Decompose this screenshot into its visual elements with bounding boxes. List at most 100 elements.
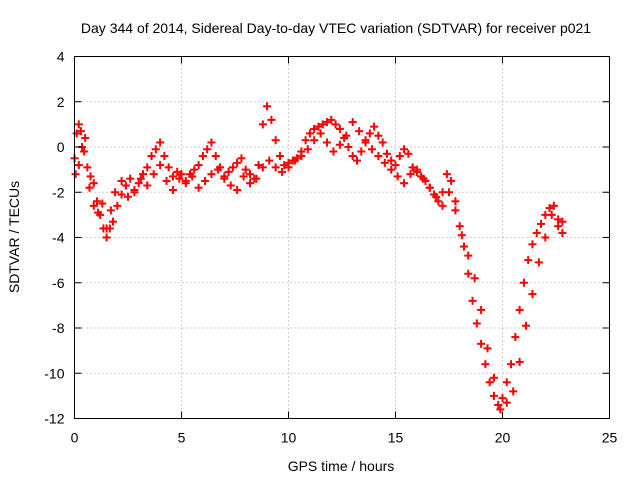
- data-point: [528, 240, 537, 249]
- data-point: [224, 167, 233, 176]
- data-point: [545, 204, 554, 213]
- data-point: [275, 152, 284, 161]
- data-point: [329, 147, 338, 156]
- data-point: [344, 143, 353, 151]
- data-point: [168, 172, 177, 181]
- data-point: [464, 269, 473, 278]
- data-point: [400, 145, 409, 154]
- data-point: [181, 179, 190, 188]
- data-point: [111, 188, 120, 197]
- data-point: [447, 176, 456, 185]
- data-point: [265, 156, 274, 165]
- data-point: [72, 129, 81, 138]
- data-point: [74, 120, 83, 129]
- data-point: [233, 158, 242, 167]
- data-point: [126, 174, 135, 183]
- data-point: [310, 136, 319, 145]
- data-point: [151, 145, 160, 154]
- data-point: [507, 360, 516, 369]
- data-point: [404, 149, 413, 158]
- data-point: [173, 167, 182, 176]
- data-point: [470, 274, 479, 283]
- data-point: [252, 174, 261, 183]
- data-point: [485, 378, 494, 387]
- data-point: [83, 163, 92, 172]
- data-point: [143, 181, 152, 190]
- data-point: [323, 118, 332, 127]
- data-point: [89, 179, 98, 188]
- data-point: [160, 152, 169, 161]
- data-point: [522, 321, 531, 330]
- data-point: [207, 138, 216, 147]
- data-point: [254, 161, 263, 170]
- data-point: [494, 400, 503, 409]
- data-point: [194, 183, 203, 192]
- data-point: [143, 163, 152, 172]
- y-tick-label: -8: [52, 320, 65, 336]
- data-point: [537, 219, 546, 228]
- data-point: [378, 138, 387, 147]
- data-point: [406, 170, 415, 179]
- data-point: [432, 192, 441, 201]
- data-point: [237, 154, 246, 163]
- y-tick-label: -12: [44, 411, 64, 427]
- data-point: [468, 296, 477, 305]
- data-point: [188, 172, 197, 181]
- y-tick-label: 0: [57, 139, 65, 155]
- data-point: [425, 183, 434, 192]
- data-point: [541, 233, 550, 242]
- data-point: [318, 120, 327, 129]
- data-point: [305, 129, 314, 138]
- data-point: [348, 118, 357, 127]
- data-point: [327, 115, 336, 124]
- data-point: [267, 115, 276, 124]
- data-point: [271, 136, 280, 145]
- data-point: [297, 152, 306, 161]
- y-tick-label: 2: [57, 94, 65, 110]
- data-point: [532, 228, 541, 237]
- data-point: [348, 152, 357, 161]
- data-point: [134, 179, 143, 188]
- data-point: [352, 156, 361, 165]
- data-point: [124, 192, 132, 201]
- data-point: [434, 197, 443, 206]
- data-point: [489, 391, 498, 400]
- data-point: [80, 147, 89, 156]
- data-point: [156, 138, 165, 147]
- data-point: [477, 339, 486, 348]
- data-point: [162, 176, 171, 185]
- data-point: [211, 152, 220, 161]
- data-point: [558, 228, 567, 237]
- data-point: [355, 127, 364, 136]
- data-point: [226, 181, 235, 190]
- data-point: [331, 120, 340, 129]
- y-tick-label: -2: [52, 184, 65, 200]
- data-point: [445, 188, 453, 197]
- data-point: [515, 305, 524, 314]
- x-tick-label: 0: [71, 430, 79, 446]
- data-point: [314, 122, 323, 131]
- data-point: [400, 179, 409, 188]
- data-point: [498, 394, 507, 403]
- data-point: [85, 183, 94, 192]
- data-point: [412, 165, 421, 174]
- data-point: [481, 360, 490, 369]
- data-point: [121, 181, 130, 190]
- data-point: [175, 174, 184, 183]
- data-point: [451, 197, 460, 206]
- data-point: [138, 170, 147, 179]
- data-point: [519, 278, 528, 287]
- data-point: [228, 163, 237, 172]
- data-point: [524, 256, 533, 265]
- data-point: [558, 217, 567, 226]
- data-point: [207, 170, 216, 179]
- data-point: [263, 102, 272, 111]
- data-point: [74, 161, 83, 170]
- data-point: [511, 333, 520, 342]
- data-point: [387, 165, 396, 174]
- data-point: [303, 145, 312, 154]
- data-point: [203, 145, 212, 154]
- data-point: [113, 201, 122, 210]
- data-point: [534, 258, 543, 267]
